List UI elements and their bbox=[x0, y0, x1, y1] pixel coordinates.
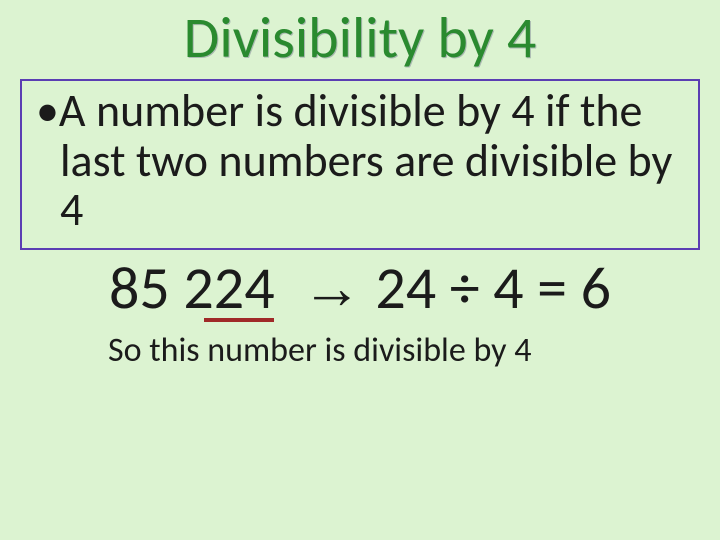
rule-text: •A number is divisible by 4 if the last … bbox=[32, 87, 688, 236]
example-expression: 24 ÷ 4 = 6 bbox=[375, 252, 611, 325]
example-number-text: 85 224 bbox=[109, 252, 275, 325]
last-two-digits-underline bbox=[204, 318, 274, 322]
bullet-icon: • bbox=[36, 83, 59, 139]
rule-box: •A number is divisible by 4 if the last … bbox=[20, 79, 700, 250]
slide-title: Divisibility by 4 bbox=[18, 8, 702, 69]
example-line: 85 224 → 24 ÷ 4 = 6 bbox=[18, 256, 702, 320]
example-number: 85 224 bbox=[109, 257, 275, 320]
conclusion-text: So this number is divisible by 4 bbox=[18, 330, 702, 371]
arrow-icon: → bbox=[302, 254, 362, 321]
rule-body: A number is divisible by 4 if the last t… bbox=[59, 83, 672, 238]
